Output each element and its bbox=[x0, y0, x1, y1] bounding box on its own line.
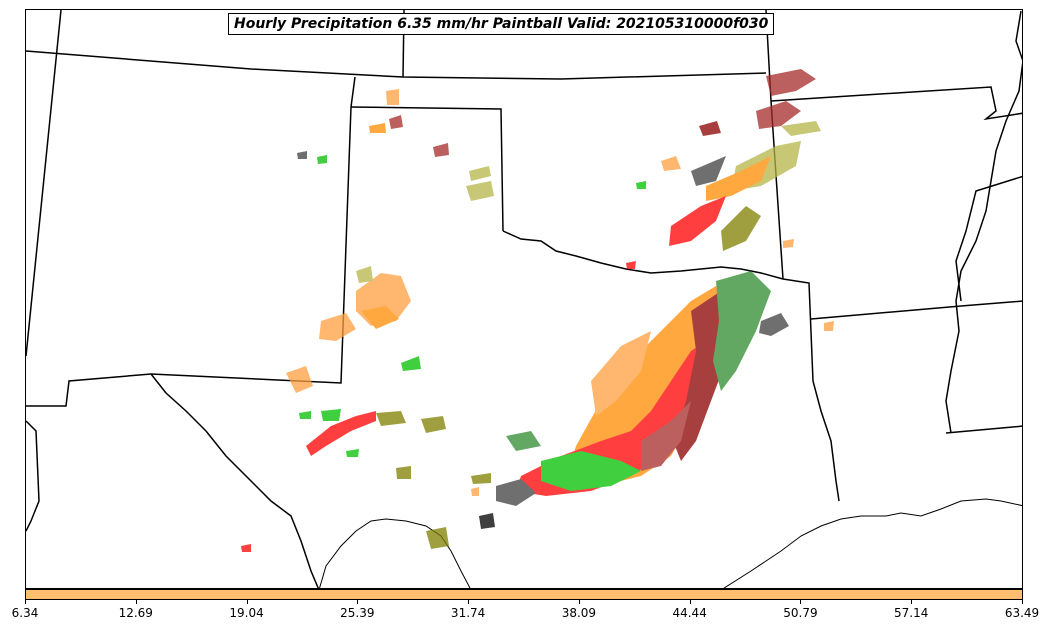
map-panel bbox=[25, 9, 1023, 589]
precip-blob bbox=[297, 151, 307, 159]
precip-blob bbox=[781, 121, 821, 136]
precip-blob bbox=[669, 196, 726, 246]
border-line bbox=[26, 373, 152, 407]
precip-blob bbox=[566, 286, 731, 486]
map-title: Hourly Precipitation 6.35 mm/hr Paintbal… bbox=[228, 13, 775, 35]
sabine bbox=[812, 380, 840, 502]
precip-blob bbox=[541, 451, 641, 491]
precip-blob bbox=[369, 123, 386, 133]
colorbar-tick-label: 25.39 bbox=[340, 606, 375, 620]
precip-blob bbox=[661, 156, 681, 171]
colorbar-tick-label: 50.79 bbox=[783, 606, 818, 620]
colorbar-tick bbox=[1022, 600, 1023, 604]
precip-blob bbox=[699, 121, 721, 136]
texas-border bbox=[150, 373, 319, 588]
coast-line bbox=[723, 498, 1022, 588]
precip-blob bbox=[346, 449, 359, 457]
precip-blob bbox=[471, 487, 479, 496]
precipitation-map bbox=[26, 10, 1022, 588]
precip-blob bbox=[706, 156, 771, 201]
border-line bbox=[26, 10, 62, 357]
precip-blob bbox=[433, 143, 449, 157]
colorbar-tick-label: 12.69 bbox=[118, 606, 153, 620]
gulf-coastline bbox=[319, 498, 1022, 588]
rio-grande bbox=[26, 420, 40, 532]
precip-blob bbox=[691, 156, 726, 186]
border-line bbox=[765, 10, 784, 280]
precip-blob bbox=[641, 401, 691, 471]
precip-blob bbox=[426, 527, 449, 549]
precip-blob bbox=[636, 181, 646, 189]
border-line bbox=[955, 175, 1022, 302]
precip-blob bbox=[386, 89, 399, 105]
precip-blob bbox=[783, 239, 794, 248]
border-line bbox=[350, 106, 504, 232]
border-line bbox=[945, 425, 1022, 434]
state-borders bbox=[26, 10, 1022, 588]
border-line bbox=[26, 50, 767, 80]
precip-blob bbox=[421, 416, 446, 433]
precip-blob bbox=[389, 115, 403, 129]
precip-blob bbox=[766, 69, 816, 96]
colorbar-tick-label: 63.49 bbox=[1004, 606, 1040, 620]
precip-blob bbox=[306, 411, 376, 456]
coast-line bbox=[319, 518, 471, 588]
precip-blobs bbox=[241, 69, 834, 552]
red-river bbox=[502, 230, 784, 280]
colorbar-tick bbox=[357, 600, 359, 604]
colorbar-tick bbox=[135, 600, 137, 604]
colorbar-tick-label: 38.09 bbox=[561, 606, 597, 620]
border-line bbox=[810, 300, 1022, 320]
precip-blob bbox=[756, 101, 801, 129]
precip-blob bbox=[317, 155, 327, 164]
colorbar-tick bbox=[25, 600, 26, 604]
east-river bbox=[945, 10, 1022, 434]
precip-blob bbox=[759, 313, 789, 336]
colorbar-tick-label: 44.44 bbox=[672, 606, 707, 620]
precip-blob bbox=[321, 409, 341, 421]
precip-blob bbox=[241, 544, 251, 552]
colorbar-tick bbox=[468, 600, 470, 604]
colorbar-tick-label: 6.34 bbox=[11, 606, 39, 620]
precip-blob bbox=[469, 166, 491, 181]
border-line bbox=[150, 106, 352, 384]
precip-blob bbox=[299, 411, 311, 419]
colorbar bbox=[25, 589, 1023, 600]
precip-blob bbox=[466, 181, 494, 201]
border-line bbox=[770, 86, 1022, 121]
precip-blob bbox=[591, 331, 651, 416]
precip-blob bbox=[506, 431, 541, 451]
precip-blob bbox=[286, 366, 313, 393]
colorbar-tick bbox=[911, 600, 913, 604]
colorbar-tick bbox=[689, 600, 691, 604]
precip-blob bbox=[471, 473, 491, 484]
precip-blob bbox=[361, 306, 399, 329]
colorbar-tick bbox=[800, 600, 802, 604]
precip-blob bbox=[824, 321, 834, 331]
border-line bbox=[350, 76, 356, 108]
precip-blob bbox=[396, 466, 411, 479]
border-line bbox=[782, 278, 814, 382]
colorbar-tick-label: 31.74 bbox=[450, 606, 486, 620]
precip-blob bbox=[626, 261, 636, 269]
colorbar-tick bbox=[246, 600, 248, 604]
precip-blob bbox=[721, 206, 761, 251]
precip-blob bbox=[401, 356, 421, 371]
precip-blob bbox=[356, 266, 373, 283]
precip-blob bbox=[319, 313, 356, 341]
precip-blob bbox=[479, 513, 495, 529]
colorbar-tick-label: 57.14 bbox=[894, 606, 929, 620]
precip-blob bbox=[496, 479, 536, 506]
colorbar-tick-label: 19.04 bbox=[229, 606, 264, 620]
precip-blob bbox=[376, 411, 406, 426]
colorbar-tick bbox=[578, 600, 580, 604]
precip-blob bbox=[713, 271, 771, 391]
